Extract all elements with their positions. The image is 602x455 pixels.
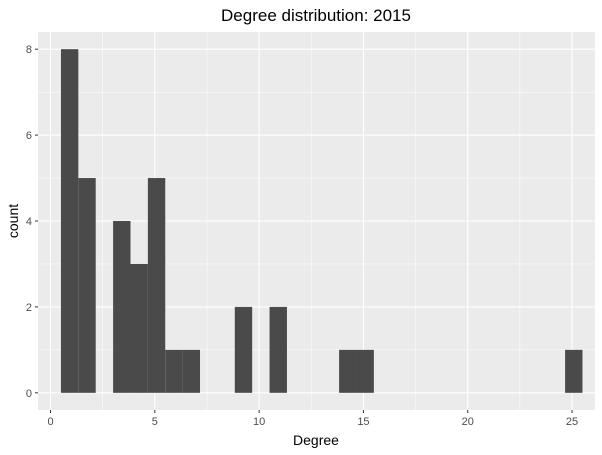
histogram-bar: [113, 221, 131, 393]
histogram-bar: [78, 178, 96, 393]
x-axis-title: Degree: [293, 432, 339, 448]
chart-title: Degree distribution: 2015: [221, 6, 411, 25]
y-tick-label: 0: [26, 388, 32, 400]
histogram-bar: [165, 349, 183, 393]
y-tick-label: 6: [26, 130, 32, 142]
x-tick-label: 20: [462, 416, 474, 428]
y-axis: 0 2 4 6 8: [26, 44, 38, 400]
bars-layer: [60, 49, 583, 393]
x-tick-label: 25: [566, 416, 578, 428]
histogram-bar: [269, 306, 287, 393]
y-tick-label: 2: [26, 302, 32, 314]
histogram-bar: [147, 178, 166, 393]
histogram-bar: [60, 49, 79, 393]
histogram-bar: [356, 349, 374, 393]
histogram-bar: [339, 349, 357, 393]
y-tick-label: 4: [26, 216, 32, 228]
y-axis-title: count: [5, 204, 21, 238]
histogram-bar: [234, 306, 253, 393]
histogram-bar: [565, 349, 583, 393]
x-tick-label: 5: [152, 416, 158, 428]
histogram-bar: [130, 263, 148, 393]
x-tick-label: 15: [357, 416, 369, 428]
y-tick-label: 8: [26, 44, 32, 56]
histogram-bar: [182, 349, 201, 393]
x-tick-label: 10: [253, 416, 265, 428]
x-tick-label: 0: [47, 416, 53, 428]
x-axis: 0 5 10 15 20 25: [47, 410, 578, 428]
